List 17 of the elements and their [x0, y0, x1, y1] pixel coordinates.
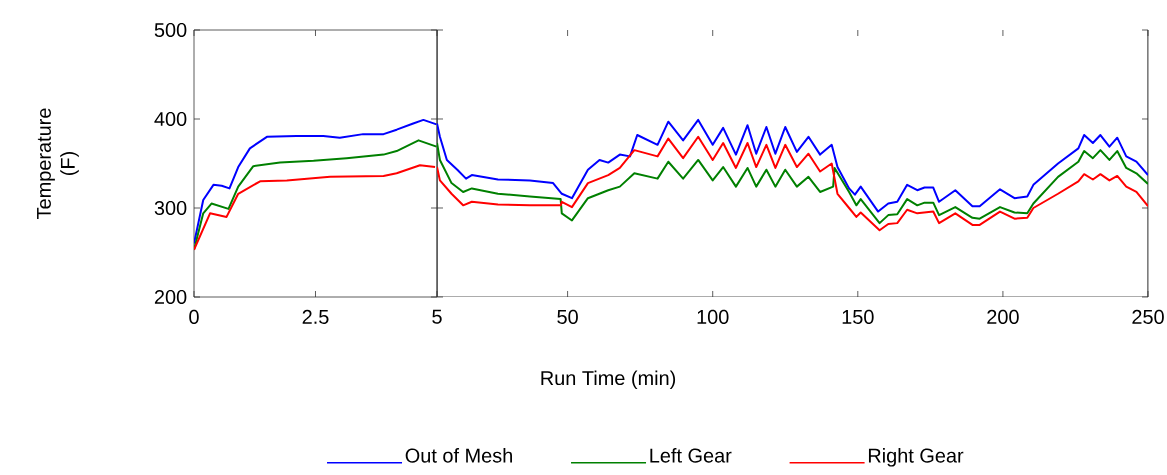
x-tick-label: 250: [1132, 309, 1164, 324]
x-tick-label: 100: [697, 309, 729, 324]
x-tick-label: 200: [987, 309, 1019, 324]
legend-label: Right Gear: [868, 448, 964, 467]
y-axis-title: Temperature (F): [37, 108, 79, 219]
x-tick-label: 0: [189, 309, 199, 324]
legend-label: Out of Mesh: [405, 448, 512, 463]
x-axis-title: Run Time (min): [541, 370, 676, 390]
y-tick-label: 200: [154, 289, 187, 305]
x-tick-label: 50: [557, 309, 578, 324]
y-tick-label: 500: [154, 22, 187, 38]
x-tick-label: 150: [842, 309, 874, 324]
x-tick-label: 2.5: [302, 309, 329, 324]
y-tick-label: 300: [154, 200, 187, 216]
x-tick-label: 5: [432, 309, 442, 324]
legend-label: Left Gear: [650, 448, 732, 463]
y-tick-label: 400: [154, 111, 187, 127]
